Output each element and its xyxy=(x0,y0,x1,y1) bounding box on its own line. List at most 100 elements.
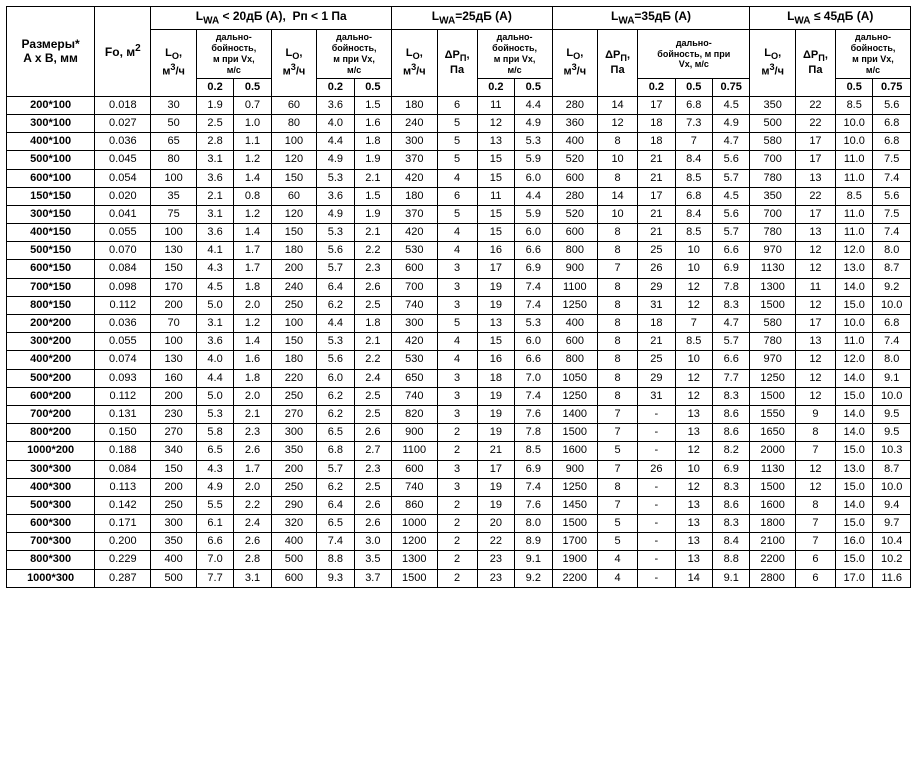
cell-a-r02: 5.0 xyxy=(196,387,233,405)
cell-c-dp: 5 xyxy=(437,133,477,151)
cell-d-lo: 1500 xyxy=(552,424,597,442)
cell-d-lo: 1400 xyxy=(552,405,597,423)
cell-e-r075: 8.7 xyxy=(873,460,911,478)
cell-a-lo: 150 xyxy=(151,260,196,278)
cell-a-r05: 2.2 xyxy=(234,496,271,514)
cell-d-lo: 520 xyxy=(552,205,597,223)
cell-dim: 1000*300 xyxy=(7,569,95,587)
cell-c-dp: 4 xyxy=(437,242,477,260)
cell-d-lo: 1050 xyxy=(552,369,597,387)
cell-e-lo: 2200 xyxy=(750,551,795,569)
cell-e-r05: 14.0 xyxy=(836,496,873,514)
cell-d-r02: 26 xyxy=(638,460,675,478)
cell-d-r05: 6.8 xyxy=(675,187,712,205)
cell-e-r075: 9.2 xyxy=(873,278,911,296)
air-grille-table: Размеры*A x B, мм Fo, м2 LWA < 20дБ (A),… xyxy=(6,6,911,588)
cell-a-r02: 4.4 xyxy=(196,369,233,387)
cell-d-r075: 7.7 xyxy=(713,369,750,387)
cell-b-r05: 2.4 xyxy=(354,369,391,387)
cell-d-r05: 8.4 xyxy=(675,151,712,169)
cell-e-r05: 14.0 xyxy=(836,405,873,423)
cell-d-lo: 800 xyxy=(552,351,597,369)
cell-b-r05: 2.5 xyxy=(354,296,391,314)
cell-e-lo: 1250 xyxy=(750,369,795,387)
cell-d-dp: 7 xyxy=(598,260,638,278)
cell-fo: 0.112 xyxy=(95,387,151,405)
table-row: 700*1500.0981704.51.82406.42.67003197.41… xyxy=(7,278,911,296)
cell-c-r02: 19 xyxy=(477,478,514,496)
cell-e-r075: 5.6 xyxy=(873,96,911,114)
cell-a-r05: 2.0 xyxy=(234,387,271,405)
cell-c-r02: 19 xyxy=(477,405,514,423)
cell-e-r075: 7.4 xyxy=(873,333,911,351)
cell-c-lo: 530 xyxy=(392,351,437,369)
cell-d-r075: 4.9 xyxy=(713,114,750,132)
cell-c-lo: 240 xyxy=(392,114,437,132)
cell-b-r05: 1.8 xyxy=(354,315,391,333)
cell-a-r05: 2.0 xyxy=(234,478,271,496)
hdr-range-e: дально-бойность,м при Vx,м/с xyxy=(836,30,911,78)
cell-a-r05: 2.6 xyxy=(234,442,271,460)
cell-a-lo: 200 xyxy=(151,296,196,314)
cell-a-r05: 1.1 xyxy=(234,133,271,151)
cell-d-r075: 5.7 xyxy=(713,333,750,351)
cell-dim: 800*200 xyxy=(7,424,95,442)
cell-c-r02: 19 xyxy=(477,296,514,314)
cell-b-r02: 6.2 xyxy=(317,387,354,405)
cell-fo: 0.142 xyxy=(95,496,151,514)
cell-d-r05: 14 xyxy=(675,569,712,587)
cell-b-lo: 150 xyxy=(271,333,316,351)
cell-d-dp: 5 xyxy=(598,533,638,551)
cell-fo: 0.020 xyxy=(95,187,151,205)
cell-a-r02: 4.3 xyxy=(196,260,233,278)
cell-e-r05: 12.0 xyxy=(836,351,873,369)
cell-a-r05: 1.6 xyxy=(234,351,271,369)
cell-a-r02: 2.1 xyxy=(196,187,233,205)
cell-c-dp: 2 xyxy=(437,569,477,587)
cell-c-r05: 6.0 xyxy=(515,169,553,187)
cell-c-r02: 19 xyxy=(477,424,514,442)
cell-d-r05: 12 xyxy=(675,369,712,387)
cell-a-lo: 170 xyxy=(151,278,196,296)
cell-b-lo: 300 xyxy=(271,424,316,442)
cell-fo: 0.287 xyxy=(95,569,151,587)
hdr-group-lt20: LWA < 20дБ (A), Pп < 1 Па xyxy=(151,7,392,30)
cell-e-dp: 11 xyxy=(795,278,835,296)
cell-e-r05: 15.0 xyxy=(836,296,873,314)
cell-d-r05: 7 xyxy=(675,133,712,151)
cell-b-r02: 6.4 xyxy=(317,278,354,296)
cell-c-dp: 6 xyxy=(437,96,477,114)
cell-a-lo: 350 xyxy=(151,533,196,551)
cell-d-lo: 1700 xyxy=(552,533,597,551)
cell-e-lo: 580 xyxy=(750,133,795,151)
hdr-group-25: LWA=25дБ (A) xyxy=(392,7,553,30)
cell-c-dp: 3 xyxy=(437,460,477,478)
cell-e-r05: 15.0 xyxy=(836,442,873,460)
cell-b-r02: 5.6 xyxy=(317,351,354,369)
cell-d-dp: 5 xyxy=(598,442,638,460)
cell-d-r02: - xyxy=(638,478,675,496)
cell-c-dp: 4 xyxy=(437,224,477,242)
cell-e-lo: 2000 xyxy=(750,442,795,460)
cell-c-r05: 5.3 xyxy=(515,133,553,151)
cell-c-r02: 19 xyxy=(477,278,514,296)
cell-b-lo: 250 xyxy=(271,478,316,496)
table-row: 400*1500.0551003.61.41505.32.14204156.06… xyxy=(7,224,911,242)
cell-fo: 0.074 xyxy=(95,351,151,369)
cell-d-r075: 8.8 xyxy=(713,551,750,569)
cell-e-r075: 9.4 xyxy=(873,496,911,514)
cell-e-dp: 12 xyxy=(795,387,835,405)
cell-c-r02: 17 xyxy=(477,260,514,278)
cell-e-dp: 9 xyxy=(795,405,835,423)
cell-b-r02: 6.4 xyxy=(317,496,354,514)
cell-d-r05: 8.5 xyxy=(675,333,712,351)
cell-a-r05: 2.3 xyxy=(234,424,271,442)
cell-b-lo: 500 xyxy=(271,551,316,569)
cell-a-r02: 3.1 xyxy=(196,205,233,223)
cell-c-r02: 16 xyxy=(477,351,514,369)
table-row: 300*1000.027502.51.0804.01.62405124.9360… xyxy=(7,114,911,132)
cell-c-r05: 6.0 xyxy=(515,333,553,351)
cell-d-r02: - xyxy=(638,442,675,460)
cell-c-lo: 420 xyxy=(392,169,437,187)
cell-a-r02: 7.0 xyxy=(196,551,233,569)
